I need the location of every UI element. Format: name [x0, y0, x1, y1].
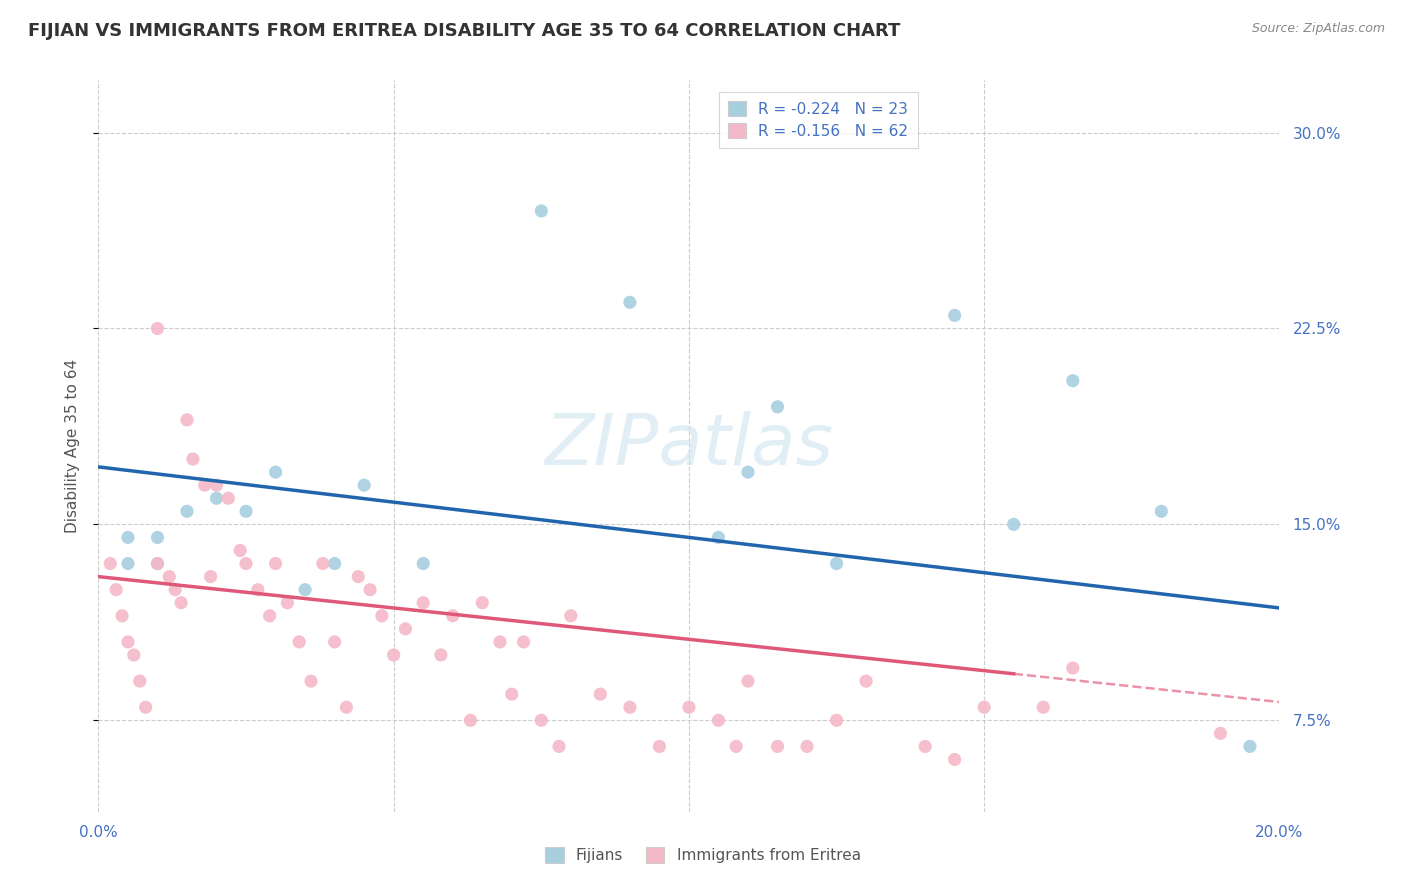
Point: [217, 491, 239, 506]
Point: [548, 739, 571, 754]
Point: [146, 321, 169, 335]
Point: [589, 687, 612, 701]
Point: [707, 714, 730, 728]
Point: [323, 557, 346, 571]
Point: [117, 530, 139, 544]
Point: [1032, 700, 1054, 714]
Point: [335, 700, 357, 714]
Point: [235, 557, 257, 571]
Point: [122, 648, 145, 662]
Point: [98, 557, 121, 571]
Point: [1062, 661, 1084, 675]
Point: [678, 700, 700, 714]
Point: [855, 674, 877, 689]
Point: [914, 739, 936, 754]
Point: [1239, 739, 1261, 754]
Point: [264, 557, 287, 571]
Point: [165, 582, 187, 597]
Point: [1209, 726, 1232, 740]
Point: [825, 714, 848, 728]
Point: [135, 700, 157, 714]
Point: [766, 400, 789, 414]
Point: [412, 596, 434, 610]
Text: FIJIAN VS IMMIGRANTS FROM ERITREA DISABILITY AGE 35 TO 64 CORRELATION CHART: FIJIAN VS IMMIGRANTS FROM ERITREA DISABI…: [28, 22, 900, 40]
Point: [430, 648, 453, 662]
Point: [530, 203, 553, 218]
Point: [371, 608, 394, 623]
Point: [412, 557, 434, 571]
Point: [181, 452, 204, 467]
Point: [235, 504, 257, 518]
Point: [796, 739, 818, 754]
Point: [471, 596, 494, 610]
Point: [737, 674, 759, 689]
Text: Source: ZipAtlas.com: Source: ZipAtlas.com: [1251, 22, 1385, 36]
Point: [146, 530, 169, 544]
Point: [264, 465, 287, 479]
Legend: Fijians, Immigrants from Eritrea: Fijians, Immigrants from Eritrea: [537, 839, 869, 871]
Point: [229, 543, 252, 558]
Point: [246, 582, 269, 597]
Point: [205, 491, 228, 506]
Point: [111, 608, 134, 623]
Point: [530, 714, 553, 728]
Y-axis label: Disability Age 35 to 64: Disability Age 35 to 64: [65, 359, 80, 533]
Point: [382, 648, 405, 662]
Point: [299, 674, 322, 689]
Point: [489, 635, 512, 649]
Point: [619, 295, 641, 310]
Point: [725, 739, 748, 754]
Point: [312, 557, 335, 571]
Point: [943, 752, 966, 766]
Point: [146, 557, 169, 571]
Point: [441, 608, 464, 623]
Point: [766, 739, 789, 754]
Point: [200, 569, 222, 583]
Point: [973, 700, 995, 714]
Point: [117, 557, 139, 571]
Point: [560, 608, 582, 623]
Point: [117, 635, 139, 649]
Text: ZIPatlas: ZIPatlas: [544, 411, 834, 481]
Point: [176, 413, 198, 427]
Point: [288, 635, 311, 649]
Point: [707, 530, 730, 544]
Point: [460, 714, 482, 728]
Point: [259, 608, 281, 623]
Point: [943, 309, 966, 323]
Point: [1062, 374, 1084, 388]
Point: [146, 557, 169, 571]
Point: [825, 557, 848, 571]
Point: [648, 739, 671, 754]
Point: [619, 700, 641, 714]
Point: [512, 635, 534, 649]
Point: [353, 478, 375, 492]
Legend: R = -0.224   N = 23, R = -0.156   N = 62: R = -0.224 N = 23, R = -0.156 N = 62: [718, 92, 918, 148]
Point: [1002, 517, 1025, 532]
Point: [157, 569, 180, 583]
Point: [128, 674, 150, 689]
Point: [170, 596, 193, 610]
Point: [394, 622, 416, 636]
Point: [323, 635, 346, 649]
Point: [276, 596, 298, 610]
Point: [359, 582, 381, 597]
Point: [737, 465, 759, 479]
Point: [1150, 504, 1173, 518]
Point: [205, 478, 228, 492]
Point: [501, 687, 523, 701]
Point: [176, 504, 198, 518]
Point: [105, 582, 128, 597]
Point: [347, 569, 370, 583]
Point: [294, 582, 316, 597]
Point: [194, 478, 217, 492]
